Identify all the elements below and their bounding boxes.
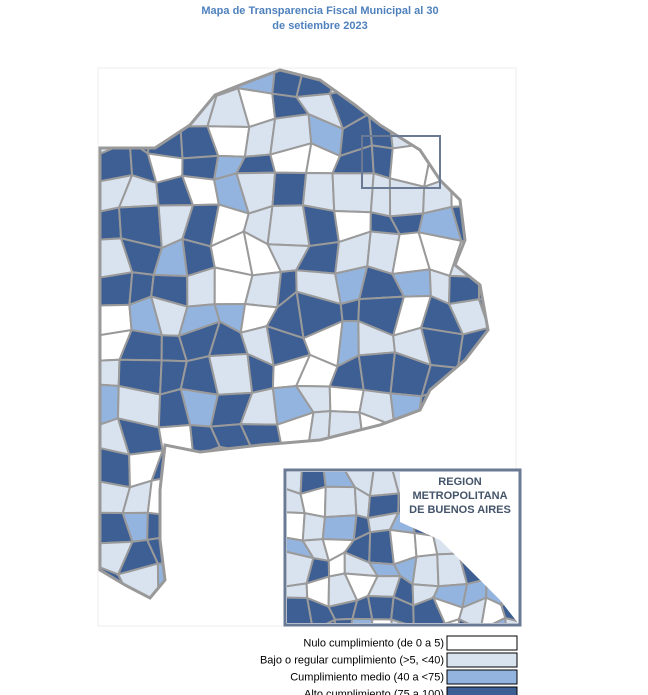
district	[357, 351, 397, 395]
district	[390, 595, 415, 623]
legend-swatch	[446, 635, 518, 651]
district	[484, 322, 488, 356]
title: de setiembre 2023	[272, 20, 367, 32]
district	[449, 112, 488, 150]
district	[370, 618, 397, 623]
district	[485, 202, 488, 249]
district	[184, 506, 217, 536]
district	[95, 599, 131, 630]
legend-label: Bajo o regular cumplimiento (>5, <40)	[260, 654, 444, 666]
district	[384, 70, 427, 90]
district	[146, 511, 190, 542]
district	[476, 352, 488, 395]
district	[447, 298, 488, 336]
district	[122, 596, 160, 598]
district	[146, 70, 193, 90]
district	[245, 481, 285, 511]
district	[445, 70, 487, 95]
district	[369, 172, 392, 218]
district	[239, 423, 284, 455]
legend-label: Cumplimiento medio (40 a <75)	[290, 671, 444, 683]
district	[481, 173, 488, 214]
district	[214, 477, 252, 511]
district	[209, 506, 248, 547]
district	[146, 472, 191, 519]
district	[328, 70, 370, 96]
district	[238, 506, 284, 547]
district	[449, 145, 488, 183]
district	[287, 582, 309, 600]
inset-label: METROPOLITANA	[412, 490, 507, 502]
district	[271, 171, 308, 208]
legend-label: Alto cumplimiento (75 a 100)	[304, 688, 444, 695]
inset-label: DE BUENOS AIRES	[409, 504, 511, 516]
district	[331, 617, 354, 623]
district	[346, 617, 374, 623]
district	[450, 176, 488, 209]
district	[240, 561, 270, 598]
district	[366, 70, 400, 90]
district	[449, 382, 488, 419]
district	[187, 472, 223, 519]
district	[331, 172, 375, 214]
district	[185, 563, 213, 598]
district	[478, 83, 488, 117]
district	[208, 561, 246, 598]
district	[479, 616, 509, 623]
district	[429, 112, 454, 150]
district	[321, 514, 358, 542]
district	[100, 70, 125, 97]
district	[146, 112, 184, 160]
district	[484, 416, 488, 460]
district	[146, 83, 182, 129]
district	[411, 553, 440, 588]
district	[100, 87, 126, 127]
district	[477, 245, 488, 280]
district	[366, 594, 395, 621]
inset-label: REGION	[438, 476, 481, 488]
district	[477, 276, 488, 301]
district	[208, 530, 247, 569]
district	[218, 445, 255, 488]
district	[238, 530, 282, 567]
district	[476, 382, 488, 428]
district	[122, 70, 149, 97]
district	[416, 415, 454, 455]
district	[339, 297, 361, 323]
district	[478, 70, 488, 88]
district	[249, 447, 285, 488]
district	[388, 83, 433, 122]
district	[184, 530, 212, 569]
inset-locator	[361, 135, 441, 189]
district	[449, 415, 488, 455]
legend-swatch	[446, 669, 518, 685]
district	[328, 385, 365, 414]
district	[301, 511, 327, 542]
legend-swatch	[446, 652, 518, 668]
district	[441, 617, 461, 623]
title: Mapa de Transparencia Fiscal Municipal a…	[201, 5, 438, 17]
district	[287, 511, 306, 542]
district	[412, 596, 447, 623]
district	[287, 596, 315, 623]
district	[415, 82, 454, 122]
inset-label-box	[402, 472, 518, 522]
district	[386, 420, 431, 459]
district	[446, 83, 487, 115]
legend-label: Nulo cumplimiento (de 0 a 5)	[303, 637, 444, 649]
district	[481, 145, 488, 183]
district	[416, 70, 461, 95]
district	[150, 596, 190, 598]
district	[323, 485, 358, 519]
legend-swatch	[446, 686, 518, 695]
district	[366, 85, 400, 121]
district	[483, 112, 488, 161]
district	[175, 70, 220, 98]
legend: Nulo cumplimiento (de 0 a 5) Bajo o regul…	[260, 635, 518, 695]
district	[122, 87, 155, 127]
district	[207, 352, 254, 396]
